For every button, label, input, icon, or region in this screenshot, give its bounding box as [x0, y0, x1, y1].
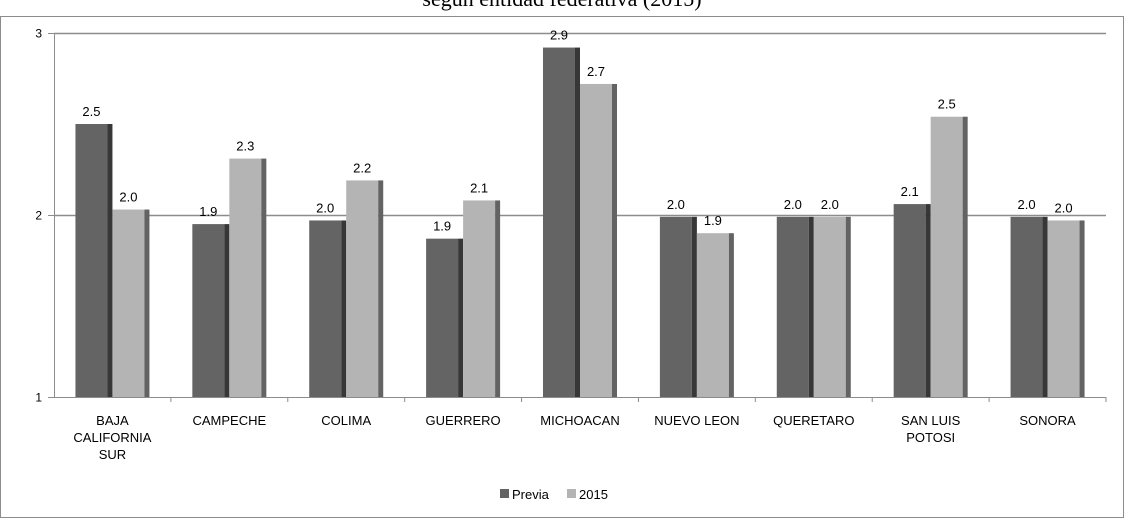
data-label: 1.9: [433, 219, 451, 234]
x-tick-label-line: CALIFORNIA: [73, 430, 151, 445]
legend-label: Previa: [512, 487, 550, 502]
x-tick-label-line: GUERRERO: [426, 413, 501, 428]
data-label: 2.9: [550, 28, 568, 43]
x-tick-label: QUERETARO: [773, 413, 854, 428]
x-tick-label: MICHOACAN: [540, 413, 619, 428]
x-tick-label: NUEVO LEON: [654, 413, 739, 428]
bar-side-previa: [691, 216, 697, 397]
legend: Previa 2015: [500, 487, 608, 502]
bar-side-2015: [845, 216, 851, 397]
bar-previa: [659, 216, 692, 397]
x-tick-label-line: NUEVO LEON: [654, 413, 739, 428]
x-tick-label-line: BAJA: [96, 413, 129, 428]
bar-2015: [930, 116, 963, 397]
bar-2015: [580, 83, 612, 398]
bar-previa: [893, 204, 926, 397]
data-label: 2.0: [1018, 197, 1036, 212]
bar-2015: [696, 233, 729, 397]
x-tick-label: SONORA: [1019, 413, 1076, 428]
x-tick-label: BAJA CALIFORNIA SUR: [73, 413, 151, 462]
x-tick-label-line: QUERETARO: [773, 413, 854, 428]
data-label: 2.5: [938, 97, 956, 112]
bars: [75, 47, 1085, 398]
bar-side-previa: [458, 238, 464, 397]
y-tick-label: 3: [35, 27, 42, 41]
y-tick-label: 2: [35, 209, 42, 223]
legend-swatch: [567, 489, 576, 498]
x-tick-label-line: POTOSI: [906, 430, 955, 445]
x-tick-label-line: SAN LUIS: [901, 413, 961, 428]
bar-side-previa: [575, 47, 580, 398]
bar-previa: [543, 47, 575, 398]
bar-previa: [426, 238, 459, 397]
data-label: 2.1: [470, 180, 488, 195]
x-tick-label: COLIMA: [321, 413, 371, 428]
axes: [48, 33, 1107, 402]
x-tick-label-line: MICHOACAN: [540, 413, 619, 428]
bar-2015: [463, 200, 496, 397]
x-tick-label: GUERRERO: [426, 413, 501, 428]
x-tick-labels: BAJA CALIFORNIA SUR CAMPECHE COLIMA GUERRERO M…: [73, 413, 1076, 462]
y-tick-labels: 1 2 3: [35, 27, 42, 405]
bar-side-previa: [1042, 216, 1048, 397]
data-label: 2.0: [784, 197, 802, 212]
bar-side-2015: [728, 233, 734, 397]
data-label: 2.7: [587, 64, 605, 79]
bar-side-previa: [925, 204, 931, 397]
data-label: 2.5: [82, 104, 100, 119]
x-tick-label: CAMPECHE: [192, 413, 266, 428]
legend-swatch: [500, 489, 509, 498]
bar-previa: [309, 220, 342, 397]
data-label: 1.9: [704, 213, 722, 228]
bar-side-previa: [808, 216, 814, 397]
data-label: 2.0: [119, 190, 137, 205]
bar-2015: [112, 209, 145, 397]
x-tick-label-line: SONORA: [1019, 413, 1076, 428]
data-label: 2.1: [901, 184, 919, 199]
data-label: 2.0: [316, 200, 334, 215]
bar-side-2015: [261, 158, 267, 397]
bar-side-2015: [1079, 220, 1085, 397]
bar-side-2015: [144, 209, 150, 397]
bar-previa: [776, 216, 809, 397]
data-labels: 2.5 2.0 1.9 2.3 2.0 2.2 1.9 2.1 2.9 2.7 2.0 1.9 2.0 2…: [82, 28, 1072, 234]
x-tick-label-line: COLIMA: [321, 413, 371, 428]
bar-side-2015: [962, 116, 968, 397]
bar-side-2015: [378, 180, 384, 397]
legend-label: 2015: [579, 487, 608, 502]
bar-previa: [192, 224, 225, 397]
y-tick-label: 1: [35, 391, 42, 405]
bar-side-previa: [224, 224, 230, 397]
bar-side-previa: [107, 124, 113, 397]
bar-2015: [813, 216, 846, 397]
bar-2015: [346, 180, 379, 397]
bar-side-2015: [612, 83, 617, 398]
bar-previa: [1010, 216, 1043, 397]
bar-side-previa: [341, 220, 347, 397]
data-label: 2.3: [236, 139, 254, 154]
x-tick-label-line: SUR: [99, 447, 126, 462]
bar-previa: [75, 124, 108, 397]
bar-2015: [229, 158, 262, 397]
data-label: 1.9: [199, 204, 217, 219]
x-tick-label-line: CAMPECHE: [192, 413, 266, 428]
bar-side-2015: [495, 200, 501, 397]
data-label: 2.0: [821, 197, 839, 212]
x-tick-label: SAN LUIS POTOSI: [901, 413, 961, 445]
data-label: 2.2: [353, 160, 371, 175]
bar-2015: [1047, 220, 1080, 397]
data-label: 2.0: [1055, 200, 1073, 215]
data-label: 2.0: [667, 197, 685, 212]
chart-title: según entidad federativa (2015): [0, 0, 1124, 12]
